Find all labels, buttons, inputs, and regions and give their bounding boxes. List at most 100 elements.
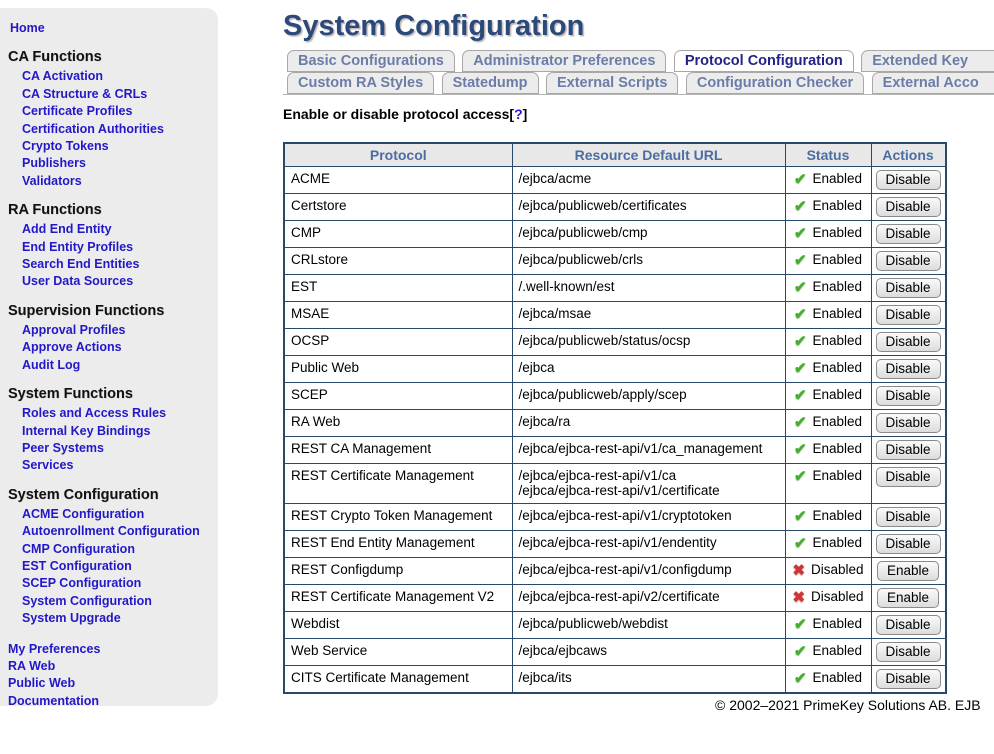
- status-cell: ✔ Enabled: [784, 355, 872, 383]
- disable-protocol-button[interactable]: Disable: [875, 413, 941, 433]
- disable-protocol-button[interactable]: Disable: [875, 534, 941, 554]
- tab-extended-key-usages[interactable]: Extended Key: [861, 50, 994, 72]
- protocol-name: CRLstore: [283, 247, 513, 275]
- sidebar-item-user-data-sources[interactable]: User Data Sources: [22, 274, 134, 289]
- sidebar-item-validators[interactable]: Validators: [22, 173, 82, 188]
- sidebar-item-approval-profiles[interactable]: Approval Profiles: [22, 322, 126, 337]
- sidebar-item-search-end-entities[interactable]: Search End Entities: [22, 257, 140, 272]
- sidebar-item-ca-activation[interactable]: CA Activation: [22, 69, 104, 84]
- sidebar-item-cmp-configuration[interactable]: CMP Configuration: [22, 541, 135, 556]
- disable-protocol-button[interactable]: Disable: [875, 507, 941, 527]
- sidebar-item-crypto-tokens[interactable]: Crypto Tokens: [22, 139, 109, 154]
- sidebar-item-acme-configuration[interactable]: ACME Configuration: [22, 506, 145, 521]
- protocol-name: RA Web: [283, 409, 513, 437]
- actions-cell: Disable: [870, 301, 947, 329]
- sidebar-item-publishers[interactable]: Publishers: [22, 156, 86, 171]
- actions-cell: Disable: [870, 638, 947, 666]
- disable-protocol-button[interactable]: Disable: [875, 359, 941, 379]
- sidebar-item-certificate-profiles[interactable]: Certificate Profiles: [22, 104, 133, 119]
- tab-external-account[interactable]: External Acco: [871, 72, 994, 94]
- sidebar-item-my-preferences[interactable]: My Preferences: [8, 641, 101, 656]
- sidebar-section-title: System Configuration: [8, 486, 159, 503]
- disable-protocol-button[interactable]: Disable: [875, 615, 941, 635]
- protocol-url: /ejbca/msae: [511, 301, 786, 329]
- enable-protocol-button[interactable]: Enable: [876, 561, 940, 581]
- status-disabled-icon: ✖: [792, 589, 806, 606]
- sidebar-item-autoenrollment-configuration[interactable]: Autoenrollment Configuration: [22, 524, 200, 539]
- tab-basic-configurations[interactable]: Basic Configurations: [287, 50, 455, 72]
- status-text: Enabled: [812, 535, 863, 550]
- actions-cell: Disable: [870, 503, 947, 531]
- sidebar-item-peer-systems[interactable]: Peer Systems: [22, 440, 105, 455]
- status-cell: ✔ Enabled: [784, 665, 872, 694]
- disable-protocol-button[interactable]: Disable: [875, 440, 941, 460]
- sidebar-item-est-configuration[interactable]: EST Configuration: [22, 558, 132, 573]
- disable-protocol-button[interactable]: Disable: [875, 642, 941, 662]
- sidebar-item-documentation[interactable]: Documentation: [8, 693, 99, 708]
- sidebar-item-system-upgrade[interactable]: System Upgrade: [22, 611, 121, 626]
- table-row: Public Web /ejbca ✔ Enabled Disable: [283, 355, 947, 383]
- table-row: ACME /ejbca/acme ✔ Enabled Disable: [283, 166, 947, 194]
- disable-protocol-button[interactable]: Disable: [875, 386, 941, 406]
- url-line-1: /ejbca/ejbca-rest-api/v1/ca: [518, 468, 677, 483]
- sidebar-item-add-end-entity[interactable]: Add End Entity: [22, 222, 112, 237]
- page-title: System Configuration: [283, 10, 585, 42]
- disable-protocol-button[interactable]: Disable: [875, 669, 941, 689]
- tab-protocol-configuration[interactable]: Protocol Configuration: [673, 50, 854, 72]
- protocol-url: /.well-known/est: [511, 274, 786, 302]
- sidebar-item-ca-structure-crls[interactable]: CA Structure & CRLs: [22, 86, 148, 101]
- sidebar-item-certification-authorities[interactable]: Certification Authorities: [22, 121, 164, 136]
- protocol-url: /ejbca/publicweb/webdist: [511, 611, 786, 639]
- disable-protocol-button[interactable]: Disable: [875, 305, 941, 325]
- status-text: Enabled: [812, 360, 863, 375]
- enable-protocol-button[interactable]: Enable: [876, 588, 940, 608]
- disable-protocol-button[interactable]: Disable: [875, 197, 941, 217]
- disable-protocol-button[interactable]: Disable: [875, 251, 941, 271]
- sidebar-section-ca-functions: CA Functions CA Activation CA Structure …: [8, 49, 218, 190]
- disable-protocol-button[interactable]: Disable: [875, 224, 941, 244]
- protocol-name: OCSP: [283, 328, 513, 356]
- tab-statedump[interactable]: Statedump: [441, 72, 539, 94]
- sidebar-item-internal-key-bindings[interactable]: Internal Key Bindings: [22, 423, 151, 438]
- disable-protocol-button[interactable]: Disable: [875, 467, 941, 487]
- tab-custom-ra-styles[interactable]: Custom RA Styles: [287, 72, 435, 94]
- actions-cell: Enable: [870, 557, 947, 585]
- sidebar-item-audit-log[interactable]: Audit Log: [22, 357, 81, 372]
- url-line-2: /ejbca/ejbca-rest-api/v1/certificate: [518, 483, 720, 498]
- protocol-url: /ejbca/ejbca-rest-api/v1/configdump: [511, 557, 786, 585]
- section-heading-bracket: ]: [522, 106, 528, 122]
- status-cell: ✔ Enabled: [784, 436, 872, 464]
- sidebar-item-scep-configuration[interactable]: SCEP Configuration: [22, 576, 142, 591]
- disable-protocol-button[interactable]: Disable: [875, 332, 941, 352]
- sidebar-item-services[interactable]: Services: [22, 458, 74, 473]
- status-text: Enabled: [812, 252, 863, 267]
- disable-protocol-button[interactable]: Disable: [875, 170, 941, 190]
- sidebar-item-roles-access-rules[interactable]: Roles and Access Rules: [22, 406, 167, 421]
- sidebar-item-ra-web[interactable]: RA Web: [8, 658, 56, 673]
- status-enabled-icon: ✔: [793, 441, 807, 458]
- table-header-row: Protocol Resource Default URL Status Act…: [283, 142, 947, 167]
- status-cell: ✔ Enabled: [784, 503, 872, 531]
- sidebar-item-public-web[interactable]: Public Web: [8, 676, 76, 691]
- table-row: OCSP /ejbca/publicweb/status/ocsp ✔ Enabl…: [283, 328, 947, 356]
- column-header-resource-url: Resource Default URL: [511, 142, 786, 167]
- sidebar-section-system-functions: System Functions Roles and Access Rules …: [8, 386, 218, 475]
- help-link[interactable]: ?: [514, 106, 523, 122]
- status-enabled-icon: ✔: [793, 616, 807, 633]
- disable-protocol-button[interactable]: Disable: [875, 278, 941, 298]
- sidebar-item-home[interactable]: Home: [10, 21, 45, 35]
- sidebar-item-system-configuration[interactable]: System Configuration: [22, 593, 152, 608]
- status-cell: ✔ Enabled: [784, 166, 872, 194]
- sidebar-item-approve-actions[interactable]: Approve Actions: [22, 340, 122, 355]
- sidebar-item-end-entity-profiles[interactable]: End Entity Profiles: [22, 239, 134, 254]
- tab-administrator-preferences[interactable]: Administrator Preferences: [462, 50, 667, 72]
- protocol-name: REST CA Management: [283, 436, 513, 464]
- protocol-name: REST Certificate Management V2: [283, 584, 513, 612]
- actions-cell: Disable: [870, 665, 947, 694]
- tab-configuration-checker[interactable]: Configuration Checker: [685, 72, 865, 94]
- status-text: Enabled: [812, 670, 863, 685]
- table-row: CRLstore /ejbca/publicweb/crls ✔ Enabled …: [283, 247, 947, 275]
- tab-external-scripts[interactable]: External Scripts: [545, 72, 679, 94]
- status-cell: ✔ Enabled: [784, 247, 872, 275]
- protocol-url: /ejbca/ra: [511, 409, 786, 437]
